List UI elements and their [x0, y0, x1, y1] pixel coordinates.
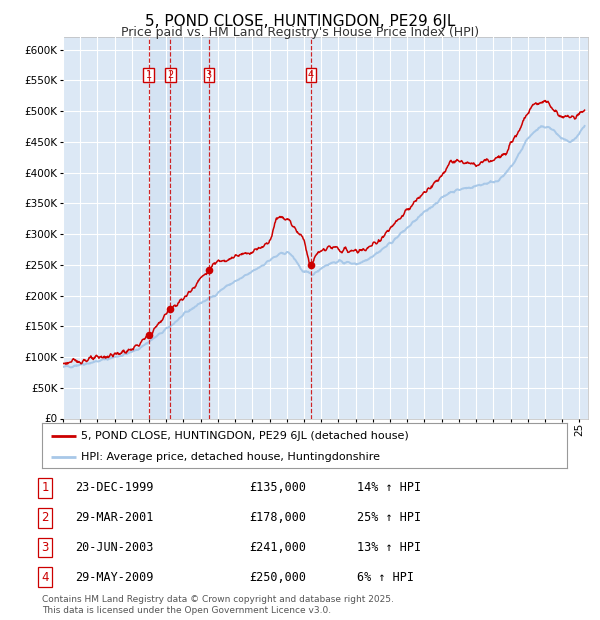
Text: Contains HM Land Registry data © Crown copyright and database right 2025.
This d: Contains HM Land Registry data © Crown c…: [42, 595, 394, 614]
Text: 4: 4: [308, 70, 314, 81]
Text: 2: 2: [167, 70, 173, 81]
Text: 3: 3: [206, 70, 212, 81]
Text: 3: 3: [41, 541, 49, 554]
Text: 23-DEC-1999: 23-DEC-1999: [75, 482, 154, 494]
Text: 6% ↑ HPI: 6% ↑ HPI: [357, 571, 414, 583]
Text: 5, POND CLOSE, HUNTINGDON, PE29 6JL: 5, POND CLOSE, HUNTINGDON, PE29 6JL: [145, 14, 455, 29]
Text: 13% ↑ HPI: 13% ↑ HPI: [357, 541, 421, 554]
Text: 1: 1: [41, 482, 49, 494]
Text: £178,000: £178,000: [249, 512, 306, 524]
Text: HPI: Average price, detached house, Huntingdonshire: HPI: Average price, detached house, Hunt…: [82, 452, 380, 462]
Text: 25% ↑ HPI: 25% ↑ HPI: [357, 512, 421, 524]
Text: 1: 1: [145, 70, 152, 81]
Text: 4: 4: [41, 571, 49, 583]
Text: Price paid vs. HM Land Registry's House Price Index (HPI): Price paid vs. HM Land Registry's House …: [121, 26, 479, 39]
Text: £241,000: £241,000: [249, 541, 306, 554]
Text: 29-MAY-2009: 29-MAY-2009: [75, 571, 154, 583]
Text: 14% ↑ HPI: 14% ↑ HPI: [357, 482, 421, 494]
Text: 5, POND CLOSE, HUNTINGDON, PE29 6JL (detached house): 5, POND CLOSE, HUNTINGDON, PE29 6JL (det…: [82, 431, 409, 441]
Text: 20-JUN-2003: 20-JUN-2003: [75, 541, 154, 554]
Text: 2: 2: [41, 512, 49, 524]
Text: 29-MAR-2001: 29-MAR-2001: [75, 512, 154, 524]
Bar: [149, 37, 209, 418]
Text: £250,000: £250,000: [249, 571, 306, 583]
Text: £135,000: £135,000: [249, 482, 306, 494]
